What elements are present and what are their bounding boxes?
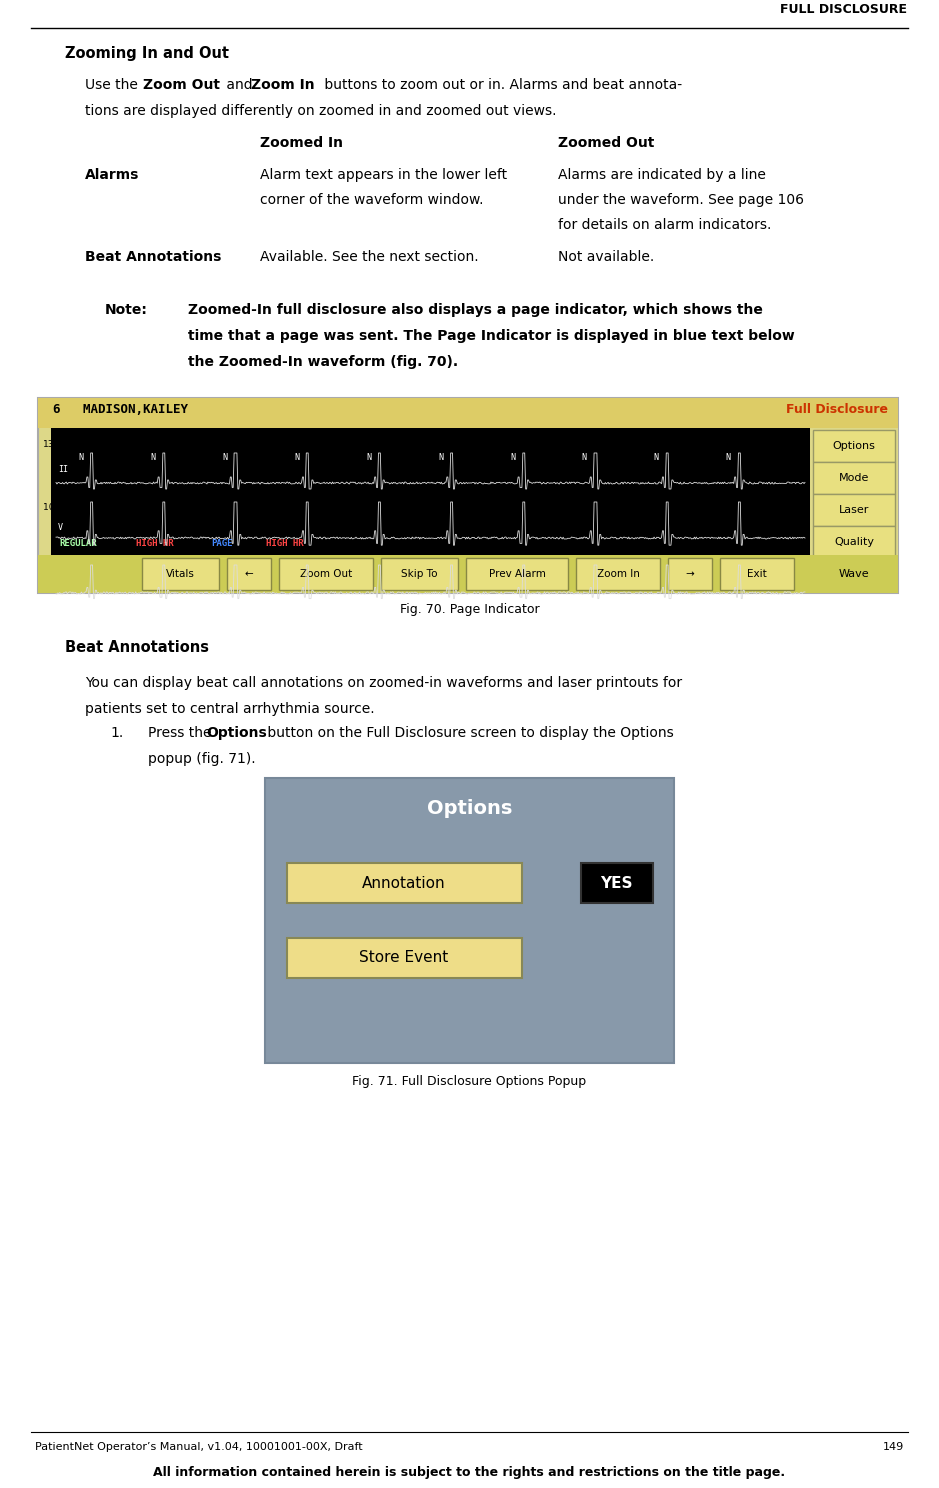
FancyBboxPatch shape: [279, 558, 373, 591]
Text: N: N: [582, 454, 587, 463]
Text: PatientNet Operator’s Manual, v1.04, 10001001-00X, Draft: PatientNet Operator’s Manual, v1.04, 100…: [35, 1442, 362, 1452]
Text: Prev Alarm: Prev Alarm: [488, 568, 546, 579]
Text: Beat Annotations: Beat Annotations: [85, 250, 222, 263]
Text: Quality: Quality: [834, 537, 874, 548]
Text: Fig. 71. Full Disclosure Options Popup: Fig. 71. Full Disclosure Options Popup: [352, 1074, 587, 1088]
Bar: [38, 397, 898, 429]
Text: under the waveform. See page 106: under the waveform. See page 106: [558, 193, 804, 207]
Text: REGULAR: REGULAR: [59, 540, 97, 549]
Text: Beat Annotations: Beat Annotations: [65, 640, 209, 655]
Bar: [38, 397, 898, 594]
Text: N: N: [150, 454, 155, 463]
Text: You can display beat call annotations on zoomed-in waveforms and laser printouts: You can display beat call annotations on…: [85, 676, 682, 690]
Text: Alarms: Alarms: [85, 168, 139, 182]
Text: 1.: 1.: [110, 726, 123, 740]
FancyBboxPatch shape: [813, 430, 895, 461]
Text: Alarm text appears in the lower left: Alarm text appears in the lower left: [260, 168, 507, 182]
Text: HIGH HR: HIGH HR: [136, 540, 174, 549]
Text: Full Disclosure: Full Disclosure: [786, 403, 888, 417]
Text: PAGE: PAGE: [211, 540, 233, 549]
Text: Zoom In: Zoom In: [596, 568, 639, 579]
FancyBboxPatch shape: [720, 558, 794, 591]
Text: popup (fig. 71).: popup (fig. 71).: [148, 751, 255, 766]
Text: ←: ←: [245, 568, 254, 579]
Text: Press the: Press the: [148, 726, 216, 740]
Text: Mode: Mode: [839, 473, 870, 484]
Text: N: N: [366, 454, 371, 463]
Text: Annotation: Annotation: [362, 875, 446, 890]
Text: 6   MADISON,KAILEY: 6 MADISON,KAILEY: [53, 403, 188, 417]
Text: time that a page was sent. The Page Indicator is displayed in blue text below: time that a page was sent. The Page Indi…: [188, 329, 794, 344]
Text: button on the Full Disclosure screen to display the Options: button on the Full Disclosure screen to …: [263, 726, 674, 740]
Text: Zoom Out: Zoom Out: [144, 77, 221, 92]
Text: FULL DISCLOSURE: FULL DISCLOSURE: [780, 3, 907, 16]
Text: for details on alarm indicators.: for details on alarm indicators.: [558, 219, 771, 232]
Text: 10:34:22 AM: 10:34:22 AM: [43, 503, 100, 512]
Bar: [286, 937, 521, 978]
Text: Vitals: Vitals: [166, 568, 195, 579]
Text: Laser: Laser: [839, 504, 870, 515]
FancyBboxPatch shape: [813, 525, 895, 558]
Text: Wave: Wave: [839, 568, 870, 579]
Text: N: N: [223, 454, 227, 463]
Text: N: N: [510, 454, 515, 463]
Text: Alarms are indicated by a line: Alarms are indicated by a line: [558, 168, 766, 182]
Bar: [810, 429, 898, 555]
Text: Fig. 70. Page Indicator: Fig. 70. Page Indicator: [400, 603, 539, 616]
FancyBboxPatch shape: [227, 558, 271, 591]
Text: Store Event: Store Event: [360, 951, 449, 966]
Bar: [265, 778, 674, 1062]
Text: Zoomed Out: Zoomed Out: [558, 135, 654, 150]
Text: Zooming In and Out: Zooming In and Out: [65, 46, 229, 61]
Text: 149: 149: [883, 1442, 904, 1452]
Text: YES: YES: [600, 875, 633, 890]
Text: →: →: [685, 568, 694, 579]
FancyBboxPatch shape: [142, 558, 219, 591]
Text: Note:: Note:: [105, 304, 147, 317]
FancyBboxPatch shape: [668, 558, 712, 591]
Text: N: N: [726, 454, 731, 463]
Text: Exit: Exit: [747, 568, 767, 579]
FancyBboxPatch shape: [466, 558, 568, 591]
Text: N: N: [79, 454, 84, 463]
Text: corner of the waveform window.: corner of the waveform window.: [260, 193, 484, 207]
Text: All information contained herein is subject to the rights and restrictions on th: All information contained herein is subj…: [153, 1466, 786, 1479]
Text: Skip To: Skip To: [401, 568, 438, 579]
FancyBboxPatch shape: [381, 558, 458, 591]
FancyBboxPatch shape: [813, 494, 895, 525]
Text: Use the: Use the: [85, 77, 142, 92]
Bar: [51, 429, 810, 555]
Text: Options: Options: [206, 726, 267, 740]
Text: 13-May-2002: 13-May-2002: [43, 440, 102, 449]
Text: tions are displayed differently on zoomed in and zoomed out views.: tions are displayed differently on zoome…: [85, 104, 557, 118]
FancyBboxPatch shape: [576, 558, 660, 591]
Bar: [286, 863, 521, 903]
Text: Zoomed-In full disclosure also displays a page indicator, which shows the: Zoomed-In full disclosure also displays …: [188, 304, 762, 317]
Bar: [580, 863, 653, 903]
Text: II: II: [58, 466, 68, 475]
Text: HIGH HR: HIGH HR: [266, 540, 303, 549]
Text: and: and: [222, 77, 257, 92]
Text: Not available.: Not available.: [558, 250, 654, 263]
Bar: [38, 555, 898, 594]
Text: Available. See the next section.: Available. See the next section.: [260, 250, 479, 263]
FancyBboxPatch shape: [813, 461, 895, 494]
Text: N: N: [294, 454, 300, 463]
Text: V: V: [58, 524, 63, 533]
Text: Options: Options: [833, 440, 875, 451]
FancyBboxPatch shape: [813, 558, 895, 591]
Bar: [51, 533, 810, 555]
Text: patients set to central arrhythmia source.: patients set to central arrhythmia sourc…: [85, 702, 375, 716]
Text: Zoom In: Zoom In: [251, 77, 315, 92]
Text: Options: Options: [427, 799, 512, 817]
Text: N: N: [654, 454, 658, 463]
Text: buttons to zoom out or in. Alarms and beat annota-: buttons to zoom out or in. Alarms and be…: [320, 77, 682, 92]
Text: N: N: [438, 454, 443, 463]
Text: Zoomed In: Zoomed In: [260, 135, 343, 150]
Text: Zoom Out: Zoom Out: [300, 568, 352, 579]
Text: the Zoomed-In waveform (fig. 70).: the Zoomed-In waveform (fig. 70).: [188, 356, 458, 369]
